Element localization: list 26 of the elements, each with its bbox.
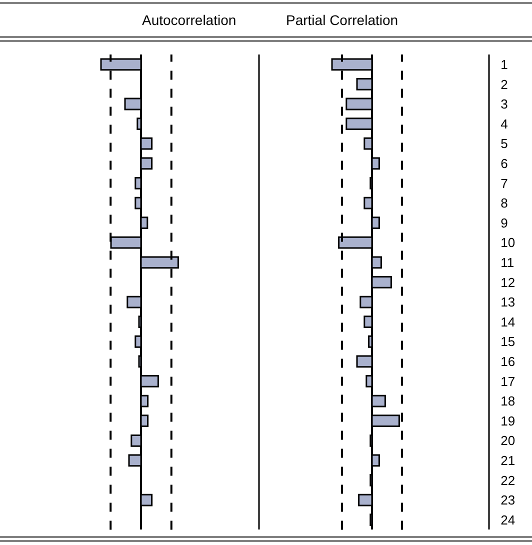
y-tick-label: 15 <box>500 334 516 350</box>
y-tick-label: 22 <box>500 472 516 488</box>
y-tick-label: 16 <box>500 354 516 369</box>
y-tick-label: 5 <box>500 136 508 152</box>
y-tick-label: 7 <box>500 176 508 191</box>
y-tick-label: 21 <box>500 452 516 468</box>
y-tick-label: 14 <box>500 314 516 330</box>
y-tick-label: 11 <box>500 254 514 270</box>
y-tick-label: 3 <box>500 96 508 112</box>
y-tick-label: 13 <box>500 294 516 310</box>
y-tick-label: 10 <box>500 235 516 250</box>
y-tick-label: 6 <box>500 156 508 171</box>
y-tick-label: 17 <box>500 374 516 389</box>
y-tick-label: 18 <box>500 394 516 409</box>
y-tick-label: 2 <box>500 76 508 92</box>
y-tick-label: 19 <box>500 413 516 428</box>
y-tick-label: 1 <box>500 56 508 72</box>
y-tick-label: 24 <box>500 512 516 528</box>
chart-title: Partial Correlation <box>286 12 398 28</box>
chart-title: Autocorrelation <box>142 12 236 28</box>
y-tick-label: 8 <box>500 196 508 211</box>
y-tick-label: 12 <box>500 274 516 290</box>
y-tick-label: 23 <box>500 492 516 508</box>
y-tick-label: 9 <box>500 215 508 230</box>
y-tick-label: 20 <box>500 433 516 448</box>
y-tick-label: 4 <box>500 116 508 132</box>
